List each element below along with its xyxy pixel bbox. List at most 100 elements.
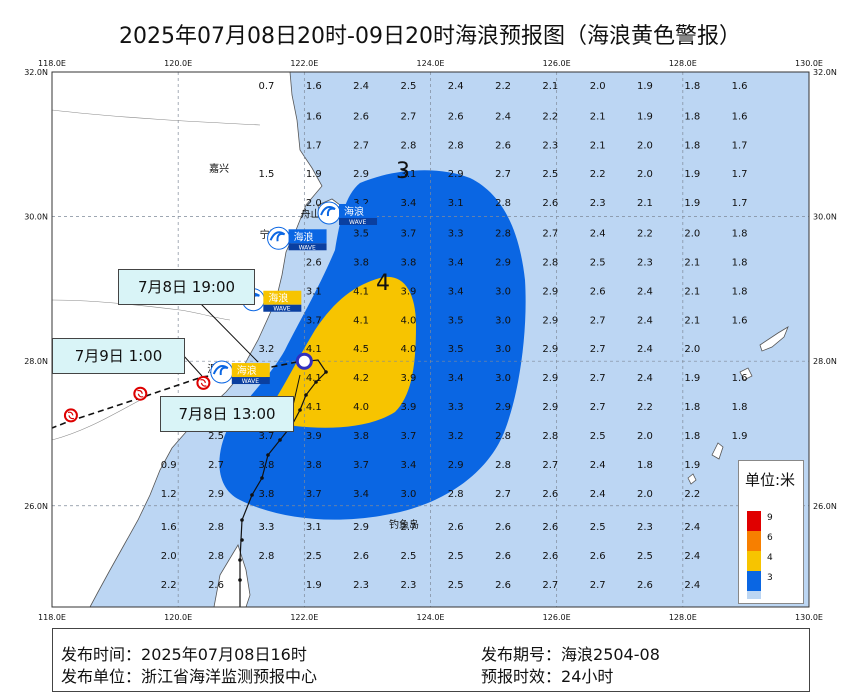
wave-height-value: 3.3 bbox=[448, 402, 464, 413]
wave-icon-sublabel: WAVE bbox=[242, 378, 259, 385]
track-point bbox=[278, 438, 282, 442]
wave-height-value: 2.5 bbox=[400, 551, 416, 562]
wave-height-value: 3.2 bbox=[353, 198, 369, 209]
legend-swatch bbox=[747, 551, 761, 571]
legend-label: 6 bbox=[767, 533, 773, 543]
wave-height-value: 3.2 bbox=[259, 344, 275, 355]
wave-height-value: 2.2 bbox=[495, 81, 511, 92]
wave-height-value: 2.9 bbox=[448, 169, 464, 180]
wave-height-value: 3.5 bbox=[448, 344, 464, 355]
wave-height-value: 1.5 bbox=[259, 169, 275, 180]
wave-height-value: 2.2 bbox=[161, 580, 177, 591]
wave-icon-subbar bbox=[339, 217, 378, 225]
lat-tick-right: 28.0N bbox=[813, 357, 837, 366]
wave-height-value: 2.6 bbox=[637, 580, 653, 591]
lon-tick-top: 130.0E bbox=[795, 59, 823, 68]
wave-height-value: 2.8 bbox=[542, 431, 558, 442]
legend-label: 3 bbox=[767, 573, 773, 583]
wave-height-value: 2.9 bbox=[495, 257, 511, 268]
wave-height-value: 2.6 bbox=[353, 551, 369, 562]
typhoon-forecast-marker bbox=[196, 375, 211, 390]
wave-height-value: 2.4 bbox=[684, 522, 700, 533]
wave-height-value: 1.6 bbox=[306, 81, 322, 92]
wave-height-value: 1.6 bbox=[732, 111, 748, 122]
wave-height-value: 2.1 bbox=[542, 81, 558, 92]
wave-icon-sublabel: WAVE bbox=[273, 306, 290, 313]
wave-icon-label: 海浪 bbox=[237, 364, 257, 377]
wave-height-value: 3.2 bbox=[448, 431, 464, 442]
lon-tick-top: 128.0E bbox=[669, 59, 697, 68]
valid-period-label: 预报时效： bbox=[481, 667, 562, 686]
wave-height-value: 1.8 bbox=[684, 140, 700, 151]
wave-height-value: 2.0 bbox=[684, 229, 700, 240]
wave-height-value: 2.3 bbox=[542, 140, 558, 151]
wave-icon-label: 海浪 bbox=[268, 292, 288, 305]
wave-height-value: 2.1 bbox=[684, 315, 700, 326]
wave-height-value: 2.9 bbox=[353, 169, 369, 180]
wave-height-value: 0.7 bbox=[259, 81, 275, 92]
wave-height-value: 3.7 bbox=[400, 431, 416, 442]
wave-height-value: 2.4 bbox=[637, 286, 653, 297]
wave-height-value: 2.4 bbox=[590, 460, 606, 471]
wave-height-value: 1.6 bbox=[161, 522, 177, 533]
typhoon-forecast-glyph bbox=[137, 389, 144, 398]
wave-height-value: 2.6 bbox=[448, 111, 464, 122]
lon-tick-bottom: 126.0E bbox=[543, 613, 571, 622]
wave-height-value: 2.4 bbox=[590, 489, 606, 500]
wave-height-value: 2.8 bbox=[448, 140, 464, 151]
wave-height-value: 4.1 bbox=[306, 373, 322, 384]
land-okinawa bbox=[759, 326, 789, 352]
wave-height-value: 1.8 bbox=[684, 402, 700, 413]
wave-height-value: 2.7 bbox=[208, 460, 224, 471]
page-title: 2025年07月08日20时-09日20时海浪预报图（海浪黄色警报） bbox=[119, 24, 741, 49]
wave-height-value: 2.1 bbox=[684, 286, 700, 297]
wave-height-value: 2.9 bbox=[542, 344, 558, 355]
wave-height-value: 1.2 bbox=[161, 489, 177, 500]
wave-height-value: 2.6 bbox=[542, 551, 558, 562]
wave-height-value: 2.6 bbox=[448, 522, 464, 533]
track-point bbox=[238, 558, 242, 562]
lon-tick-bottom: 124.0E bbox=[417, 613, 445, 622]
lon-tick-bottom: 120.0E bbox=[164, 613, 192, 622]
wave-height-value: 2.8 bbox=[495, 229, 511, 240]
wave-height-value: 2.0 bbox=[590, 81, 606, 92]
lon-tick-top: 122.0E bbox=[290, 59, 318, 68]
wave-icon-label: 海浪 bbox=[344, 205, 364, 218]
wave-height-value: 4.0 bbox=[400, 344, 416, 355]
wave-height-value: 2.7 bbox=[400, 522, 416, 533]
wave-height-value: 2.0 bbox=[637, 489, 653, 500]
issue-unit-value: 浙江省海洋监测预报中心 bbox=[141, 667, 318, 686]
lat-tick-left: 30.0N bbox=[24, 213, 48, 222]
place-label: 钓鱼岛 bbox=[389, 518, 419, 531]
lon-tick-top: 126.0E bbox=[543, 59, 571, 68]
track-point bbox=[250, 493, 254, 497]
track-point bbox=[240, 538, 244, 542]
wave-height-value: 2.8 bbox=[208, 551, 224, 562]
wave-height-value: 1.6 bbox=[732, 373, 748, 384]
wave-height-value: 2.4 bbox=[684, 551, 700, 562]
legend-swatch bbox=[747, 571, 761, 591]
issue-info-panel: 发布时间：2025年07月08日16时 发布单位：浙江省海洋监测预报中心 发布期… bbox=[52, 628, 810, 692]
wave-height-value: 2.9 bbox=[542, 373, 558, 384]
wave-height-value: 3.3 bbox=[259, 522, 275, 533]
wave-height-value: 3.8 bbox=[306, 460, 322, 471]
wave-height-value: 3.8 bbox=[353, 257, 369, 268]
wave-height-value: 2.7 bbox=[590, 580, 606, 591]
wave-height-value: 2.1 bbox=[590, 140, 606, 151]
wave-height-value: 2.7 bbox=[495, 169, 511, 180]
callout-leader-2 bbox=[182, 354, 203, 377]
wave-height-value: 2.7 bbox=[542, 580, 558, 591]
wave-icon-banner bbox=[339, 203, 378, 218]
wave-height-value: 2.7 bbox=[400, 111, 416, 122]
wave-height-value: 2.5 bbox=[542, 169, 558, 180]
wave-height-value: 3.9 bbox=[400, 402, 416, 413]
wave-height-value: 2.7 bbox=[542, 229, 558, 240]
wave-height-value: 3.1 bbox=[306, 286, 322, 297]
wave-height-value: 1.7 bbox=[306, 140, 322, 151]
wave-height-value: 2.0 bbox=[306, 198, 322, 209]
wave-height-value: 1.6 bbox=[732, 81, 748, 92]
wave-height-value: 3.8 bbox=[400, 257, 416, 268]
wave-height-value: 2.6 bbox=[306, 257, 322, 268]
wave-height-value: 2.0 bbox=[637, 140, 653, 151]
